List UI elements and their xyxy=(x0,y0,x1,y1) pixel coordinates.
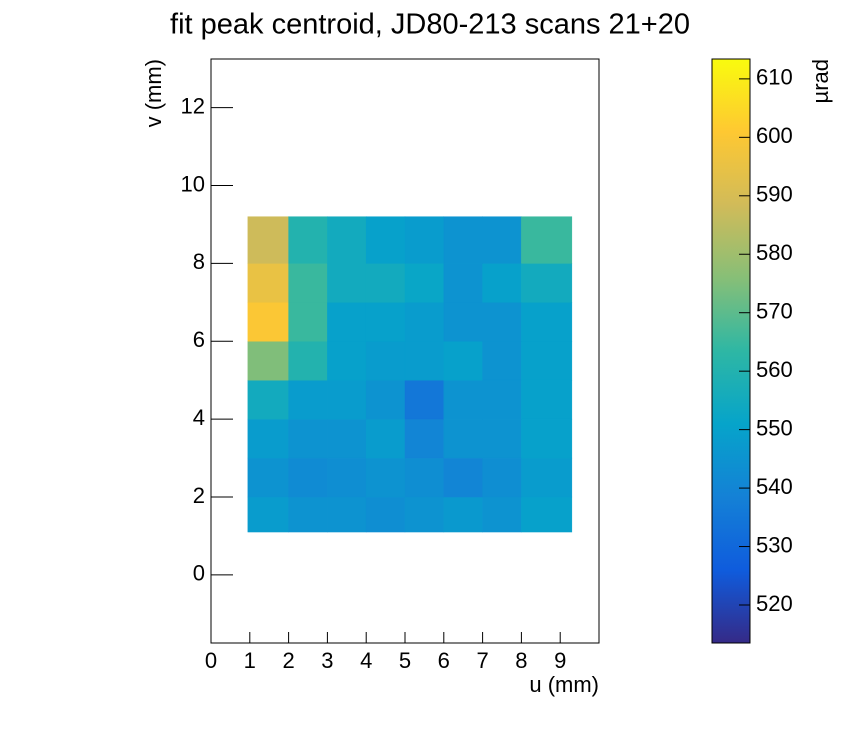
heatmap-cell xyxy=(482,216,522,264)
y-tick-label: 8 xyxy=(193,249,205,274)
heatmap-cell xyxy=(521,263,573,303)
colorbar xyxy=(711,58,751,644)
heatmap-cell xyxy=(288,341,328,381)
x-axis-label: u (mm) xyxy=(529,672,599,697)
heatmap-cell xyxy=(247,263,289,303)
heatmap-cell xyxy=(327,496,367,533)
heatmap-cell xyxy=(404,379,445,420)
heatmap-cell xyxy=(521,216,573,264)
heatmap-cell xyxy=(247,379,289,420)
x-tick-label: 1 xyxy=(244,648,256,673)
heatmap-cell xyxy=(365,457,406,498)
colorbar-tick-label: 570 xyxy=(756,299,793,324)
heatmap-cell xyxy=(521,457,573,498)
heatmap-cell xyxy=(247,457,289,498)
heatmap-cell xyxy=(443,457,483,498)
heatmap-cell xyxy=(327,418,367,459)
heatmap-cell xyxy=(404,418,445,459)
heatmap-cell xyxy=(404,216,445,264)
heatmap-cell xyxy=(404,341,445,381)
x-tick-label: 5 xyxy=(399,648,411,673)
colorbar-tick-label: 590 xyxy=(756,182,793,207)
y-axis-label: v (mm) xyxy=(141,59,166,127)
heatmap-cell xyxy=(365,216,406,264)
heatmap-cell xyxy=(521,418,573,459)
heatmap-cell xyxy=(443,302,483,342)
heatmap-cell xyxy=(404,263,445,303)
heatmap-cell xyxy=(327,263,367,303)
heatmap-cells xyxy=(247,216,573,533)
x-tick-label: 9 xyxy=(554,648,566,673)
heatmap-cell xyxy=(482,379,522,420)
x-tick-label: 3 xyxy=(321,648,333,673)
colorbar-tick-label: 600 xyxy=(756,123,793,148)
x-tick-label: 6 xyxy=(438,648,450,673)
heatmap-cell xyxy=(365,496,406,533)
colorbar-tick-label: 520 xyxy=(756,591,793,616)
heatmap-cell xyxy=(521,302,573,342)
colorbar-tick-label: 610 xyxy=(756,65,793,90)
heatmap-cell xyxy=(288,302,328,342)
colorbar-tick-label: 560 xyxy=(756,357,793,382)
heatmap-cell xyxy=(482,341,522,381)
chart-title: fit peak centroid, JD80-213 scans 21+20 xyxy=(170,9,690,41)
y-tick-label: 0 xyxy=(193,561,205,586)
heatmap-cell xyxy=(365,302,406,342)
heatmap-cell xyxy=(521,496,573,533)
heatmap-cell xyxy=(365,379,406,420)
heatmap-cell xyxy=(288,263,328,303)
heatmap-cell xyxy=(443,496,483,533)
y-tick-label: 12 xyxy=(181,93,205,118)
y-tick-label: 4 xyxy=(193,405,205,430)
colorbar-tick-label: 580 xyxy=(756,240,793,265)
heatmap-cell xyxy=(247,418,289,459)
colorbar-label: µrad xyxy=(808,59,833,103)
x-tick-label: 4 xyxy=(360,648,372,673)
heatmap-cell xyxy=(521,341,573,381)
heatmap-cell xyxy=(482,418,522,459)
heatmap-cell xyxy=(404,457,445,498)
heatmap-cell xyxy=(288,379,328,420)
heatmap-cell xyxy=(482,263,522,303)
heatmap-cell xyxy=(247,302,289,342)
heatmap-cell xyxy=(288,496,328,533)
heatmap-cell xyxy=(288,418,328,459)
heatmap-cell xyxy=(247,496,289,533)
heatmap-cell xyxy=(404,302,445,342)
colorbar-tick-label: 550 xyxy=(756,415,793,440)
heatmap-cell xyxy=(327,379,367,420)
heatmap-cell xyxy=(288,457,328,498)
y-tick-label: 2 xyxy=(193,483,205,508)
heatmap-cell xyxy=(443,216,483,264)
x-tick-label: 7 xyxy=(476,648,488,673)
y-tick-label: 6 xyxy=(193,327,205,352)
x-tick-label: 8 xyxy=(515,648,527,673)
heatmap-cell xyxy=(521,379,573,420)
heatmap-cell xyxy=(327,341,367,381)
heatmap-cell xyxy=(247,216,289,264)
heatmap-cell xyxy=(443,418,483,459)
heatmap-cell xyxy=(327,457,367,498)
heatmap-cell xyxy=(443,379,483,420)
x-tick-label: 0 xyxy=(205,648,217,673)
x-tick-label: 2 xyxy=(282,648,294,673)
heatmap-cell xyxy=(327,302,367,342)
heatmap-cell xyxy=(443,341,483,381)
heatmap-cell xyxy=(365,263,406,303)
heatmap-cell xyxy=(482,496,522,533)
y-tick-label: 10 xyxy=(181,171,205,196)
colorbar-tick-label: 540 xyxy=(756,474,793,499)
heatmap-cell xyxy=(365,418,406,459)
heatmap-cell xyxy=(288,216,328,264)
colorbar-tick-label: 530 xyxy=(756,532,793,557)
heatmap-cell xyxy=(443,263,483,303)
heatmap-cell xyxy=(482,457,522,498)
heatmap-cell xyxy=(365,341,406,381)
heatmap-cell xyxy=(327,216,367,264)
heatmap-cell xyxy=(482,302,522,342)
heatmap-cell xyxy=(247,341,289,381)
heatmap-cell xyxy=(404,496,445,533)
